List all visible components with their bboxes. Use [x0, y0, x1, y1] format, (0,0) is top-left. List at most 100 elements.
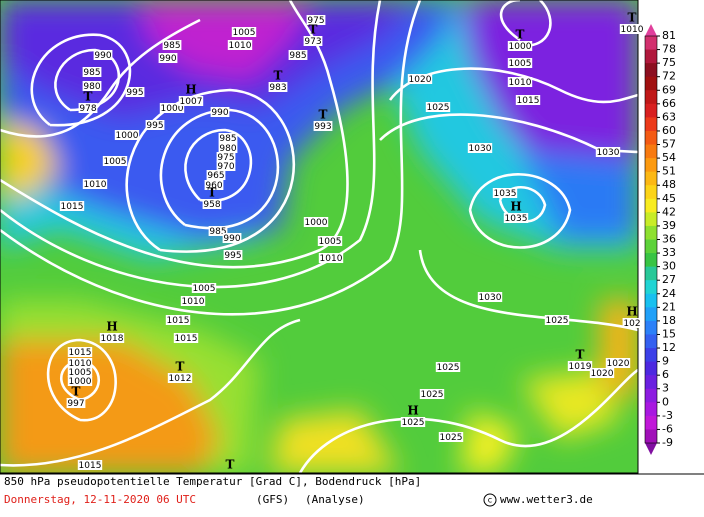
- isobar-label: 1025: [440, 433, 463, 443]
- colorbar-tick-label: 27: [662, 273, 676, 286]
- isobar-label: 1005: [233, 28, 256, 38]
- label-bg: [158, 53, 178, 63]
- footer-copyright: www.wetter3.de: [500, 493, 593, 506]
- isobar-label: 970: [217, 162, 234, 172]
- isobar-label: 1030: [469, 144, 492, 154]
- colorbar-band: [645, 63, 657, 78]
- label-bg: [102, 156, 128, 166]
- center-symbol: H: [185, 83, 196, 97]
- colorbar-band: [645, 225, 657, 240]
- label-bg: [567, 361, 593, 371]
- colorbar-tick-label: 15: [662, 327, 676, 340]
- center-symbol: T: [274, 69, 283, 83]
- label-bg: [82, 67, 102, 77]
- label-bg: [595, 147, 621, 157]
- label-bg: [210, 107, 230, 117]
- center-symbol: T: [309, 23, 318, 37]
- label-bg: [605, 358, 631, 368]
- label-bg: [178, 96, 204, 106]
- isobar-label: 1025: [437, 363, 460, 373]
- label-bg: [544, 315, 570, 325]
- copyright-icon: [483, 493, 497, 507]
- label-bg: [515, 95, 541, 105]
- isobar-label: 1005: [104, 157, 127, 167]
- center-symbol: H: [510, 200, 521, 214]
- colorbar-band: [645, 388, 657, 403]
- colorbar-band: [645, 429, 657, 444]
- isobar-label: 1025: [546, 316, 569, 326]
- colorbar-band: [645, 130, 657, 146]
- label-bg: [231, 27, 257, 37]
- isobar-label: 1000: [69, 377, 92, 387]
- label-bg: [400, 417, 426, 427]
- isobar-label: 1007: [180, 97, 203, 107]
- label-bg: [173, 333, 199, 343]
- isobar-label: 985: [163, 41, 180, 51]
- colorbar-tick-label: 51: [662, 165, 676, 178]
- isobar-label: 102: [623, 319, 640, 329]
- colorbar-tick-label: 78: [662, 43, 676, 56]
- label-bg: [467, 143, 493, 153]
- label-bg: [82, 179, 108, 189]
- colorbar-tick-label: 60: [662, 124, 676, 137]
- label-bg: [162, 40, 182, 50]
- copyright-c: c: [488, 496, 492, 505]
- colorbar-band: [645, 307, 657, 322]
- isobar-label: 1015: [79, 461, 102, 471]
- label-bg: [419, 389, 445, 399]
- colorbar-band: [645, 117, 657, 132]
- isobar-label: 995: [146, 121, 163, 131]
- colorbar-tick-label: 18: [662, 314, 676, 327]
- isobar-label: 1005: [193, 284, 216, 294]
- center-symbol: T: [84, 90, 93, 104]
- colorbar-band: [645, 185, 657, 200]
- colorbar-band: [645, 90, 657, 105]
- isobar-label: 993: [314, 122, 331, 132]
- isobar-label: 990: [94, 51, 111, 61]
- label-bg: [67, 376, 93, 386]
- isobar-label: 1025: [402, 418, 425, 428]
- colorbar-tick-label: 24: [662, 287, 676, 300]
- colorbar-tick-label: 39: [662, 219, 676, 232]
- colorbar-tick-label: 57: [662, 138, 676, 151]
- colorbar-tick-label: 81: [662, 29, 676, 42]
- isobar-label: 983: [269, 83, 286, 93]
- colorbar-tick-label: 12: [662, 341, 676, 354]
- colorbar-band: [645, 36, 657, 51]
- label-bg: [93, 50, 113, 60]
- label-bg: [619, 24, 645, 34]
- label-bg: [407, 74, 433, 84]
- label-bg: [303, 217, 329, 227]
- label-bg: [317, 236, 343, 246]
- colorbar-tick-label: 36: [662, 233, 676, 246]
- isobar-label: 960: [205, 181, 222, 191]
- colorbar-band: [645, 334, 657, 349]
- label-bg: [165, 315, 191, 325]
- center-symbol: T: [516, 28, 525, 42]
- isobar-label: 1025: [421, 390, 444, 400]
- label-bg: [191, 283, 217, 293]
- label-bg: [425, 102, 451, 112]
- isobar-label: 1020: [591, 369, 614, 379]
- footer-model: (GFS): [256, 493, 289, 506]
- colorbar-tick-label: -3: [662, 409, 673, 422]
- label-bg: [208, 226, 228, 236]
- colorbar-band: [645, 280, 657, 295]
- label-bg: [438, 432, 464, 442]
- colorbar-tick-label: 30: [662, 260, 676, 273]
- colorbar-band: [645, 144, 657, 159]
- footer-title: 850 hPa pseudopotentielle Temperatur [Gr…: [4, 475, 421, 488]
- label-bg: [268, 82, 288, 92]
- colorbar-band: [645, 198, 657, 213]
- colorbar-band: [645, 158, 657, 173]
- label-bg: [507, 41, 533, 51]
- isobar-label: 975: [307, 16, 324, 26]
- colorbar-band: [645, 348, 657, 363]
- colorbar-band: [645, 266, 657, 281]
- isobar-label: 1020: [607, 359, 630, 369]
- colorbar-tick-label: 75: [662, 56, 676, 69]
- colorbar-tick-label: 3: [662, 382, 669, 395]
- label-bg: [216, 152, 236, 162]
